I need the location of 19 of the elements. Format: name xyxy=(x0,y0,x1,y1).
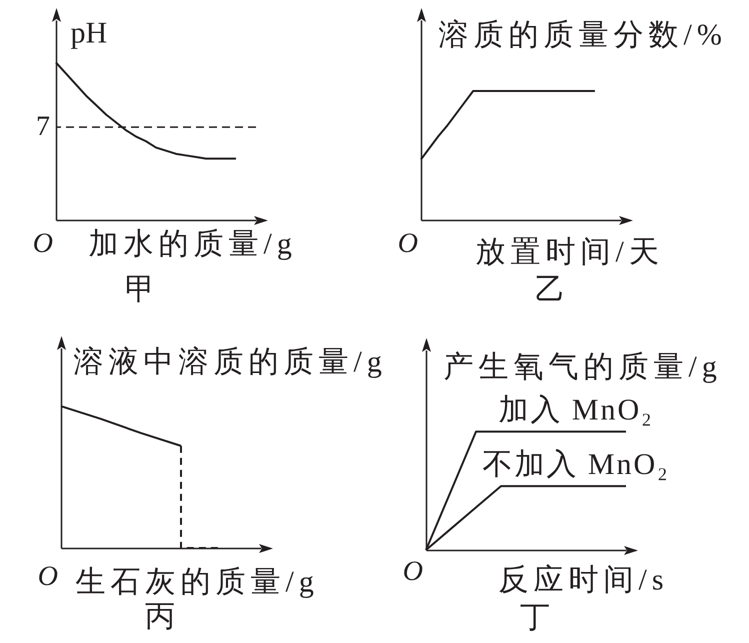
x-axis-title: 生石灰的质量/g xyxy=(76,566,319,598)
text: O xyxy=(32,228,53,259)
series-label: 加入 MnO₂ xyxy=(498,394,654,427)
series-label: 不加入 MnO₂ xyxy=(482,448,670,482)
text: 乙 xyxy=(535,273,565,306)
y-axis-title: 溶质的质量分数/% xyxy=(438,18,727,52)
y-axis-title: 产生氧气的质量/g xyxy=(444,350,722,384)
y-axis-title: 溶液中溶质的质量/g xyxy=(74,346,387,378)
x-axis-title: 加水的质量/g xyxy=(88,228,297,260)
text: O xyxy=(38,561,58,592)
text: 丁 xyxy=(520,601,550,634)
text: O xyxy=(402,556,423,587)
y-axis-title: pH xyxy=(70,16,108,50)
text: O xyxy=(398,228,418,259)
x-axis-title: 反应时间/s xyxy=(498,564,669,596)
text: 7 xyxy=(36,111,50,142)
text: 丙 xyxy=(145,600,175,633)
text: 甲 xyxy=(125,273,155,306)
x-axis-title: 放置时间/天 xyxy=(476,236,664,268)
